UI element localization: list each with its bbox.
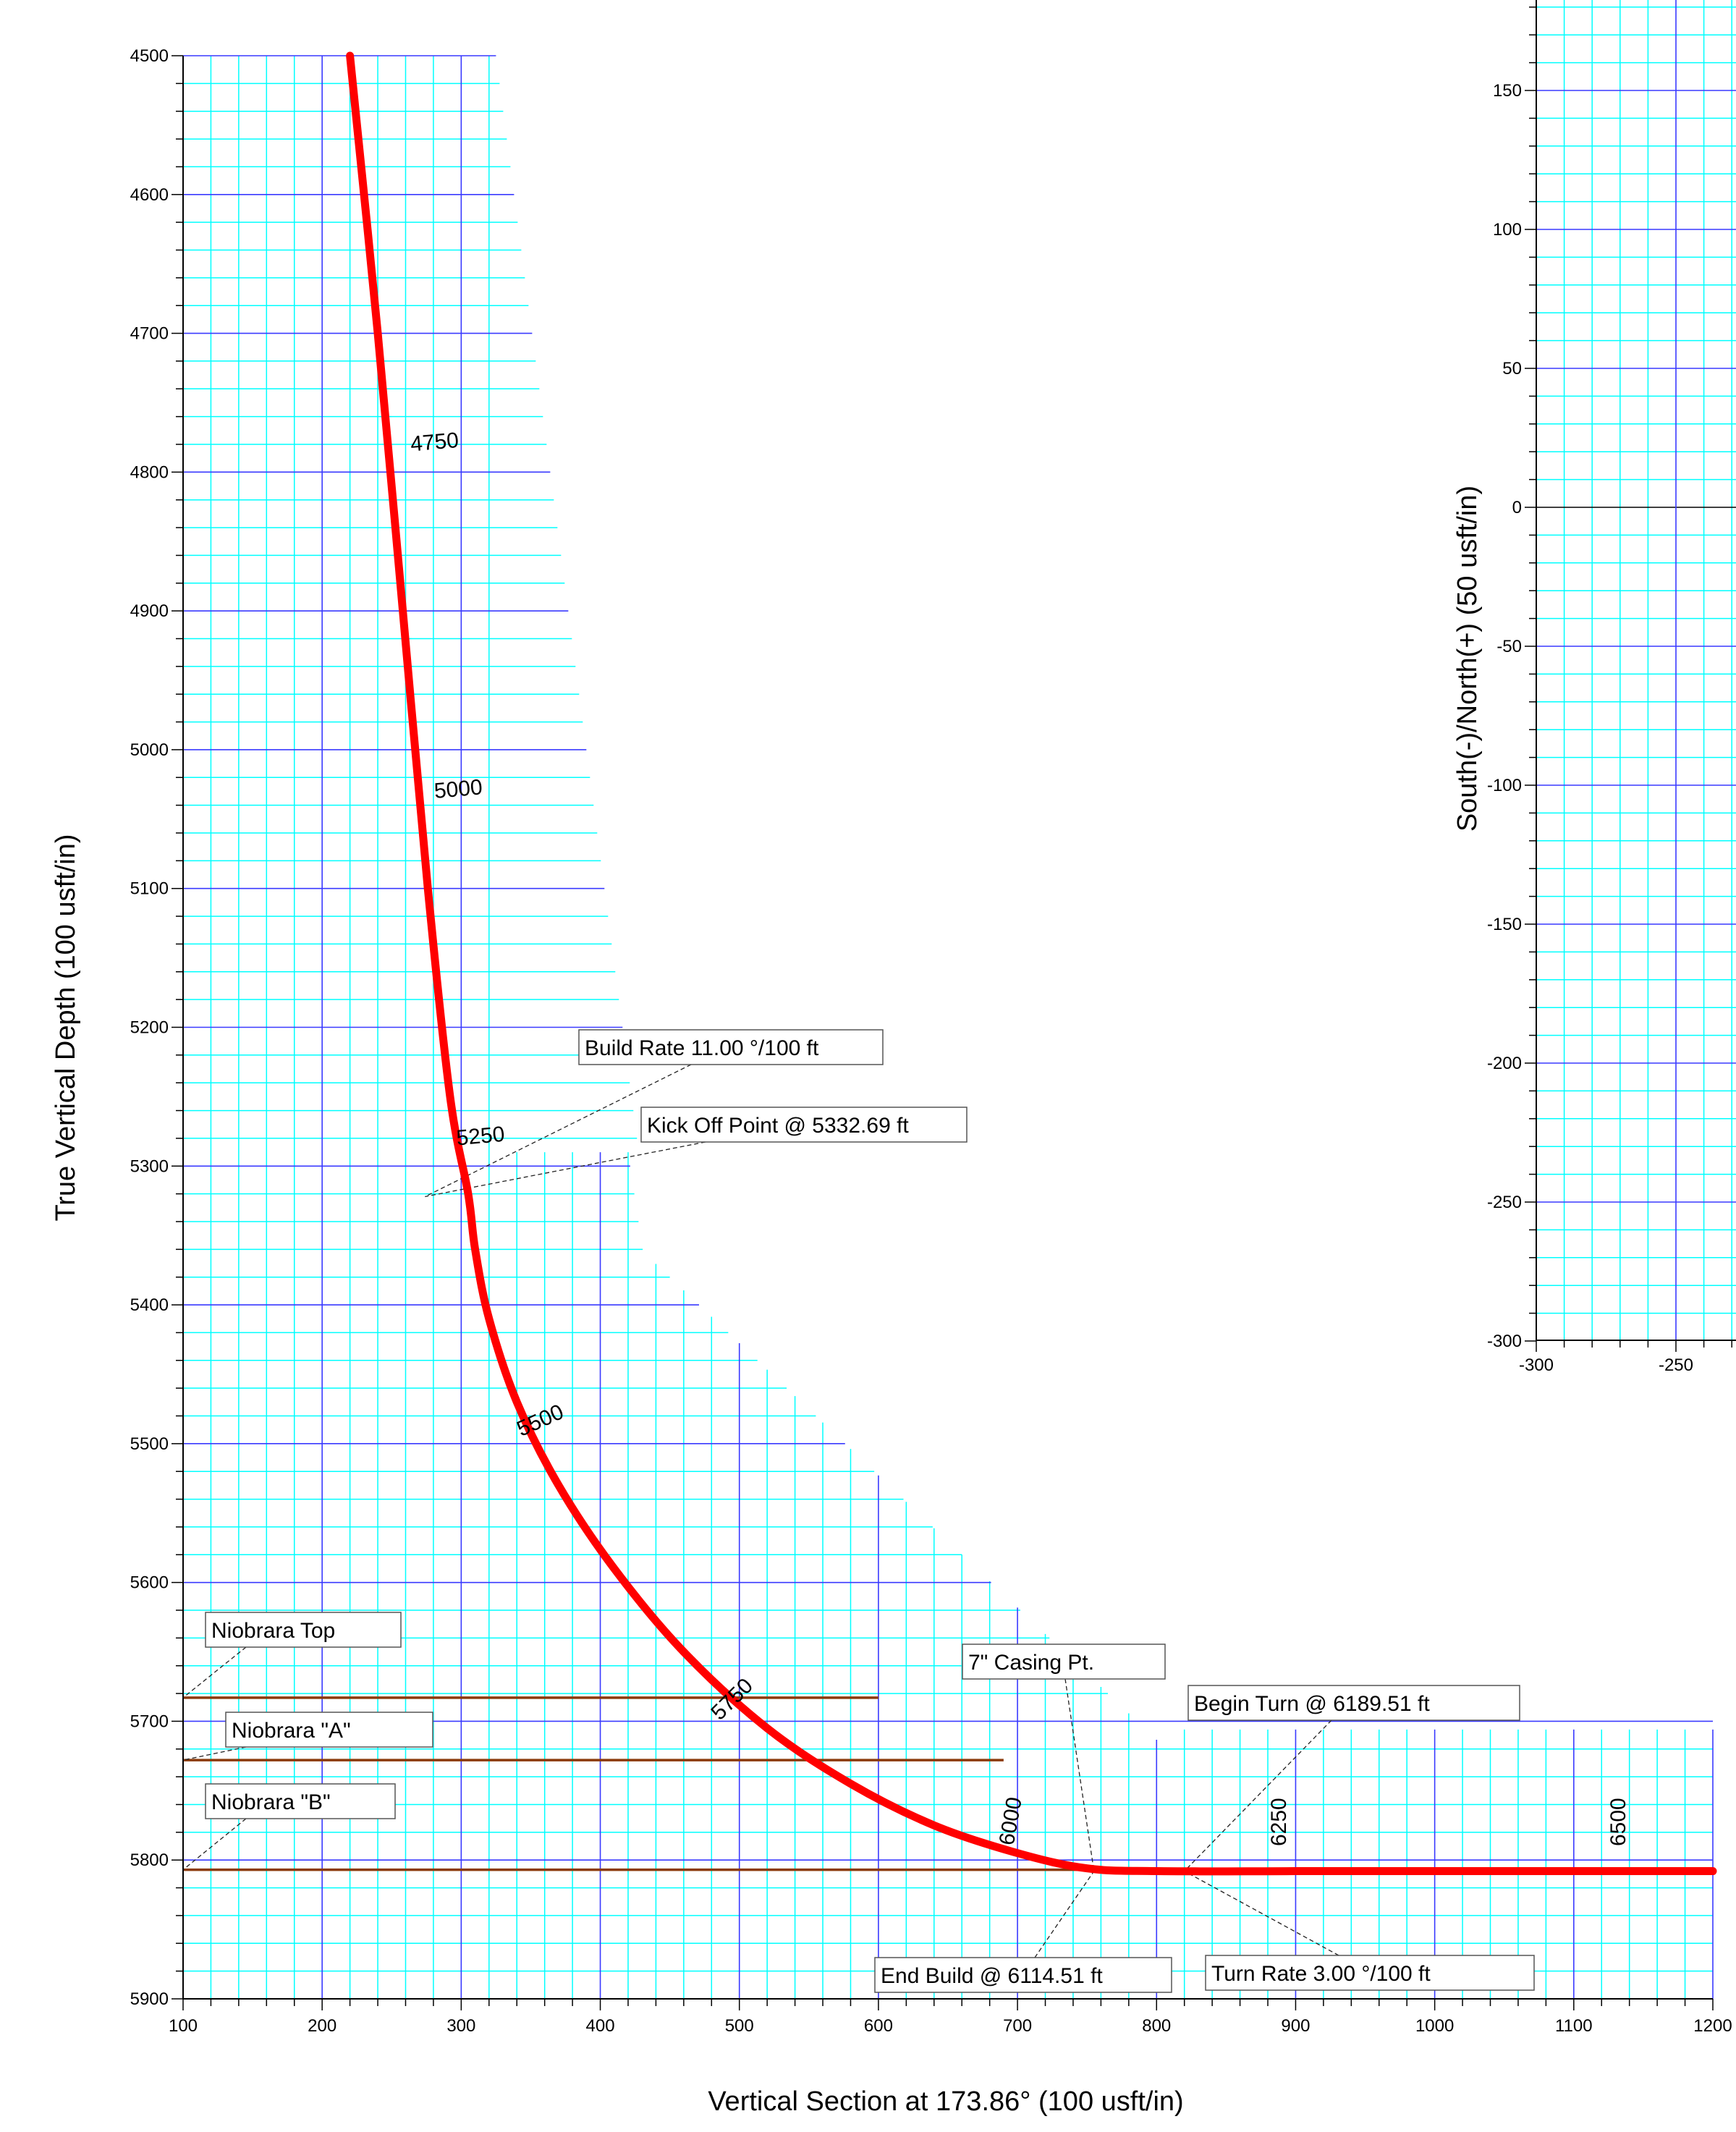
y-tick-label: 4600 xyxy=(130,185,169,205)
annotation-leader xyxy=(182,1646,247,1699)
inset-y-tick-label: 150 xyxy=(1493,81,1522,101)
inset-y-tick-label: -250 xyxy=(1487,1193,1522,1212)
annotation-leader xyxy=(1064,1678,1095,1871)
inset-y-tick-label: 100 xyxy=(1493,220,1522,240)
annotation-box xyxy=(640,1107,967,1143)
annotation-label: 7" Casing Pt. xyxy=(968,1651,1094,1675)
x-tick-label: 600 xyxy=(864,2016,893,2036)
y-tick-label: 5400 xyxy=(130,1295,169,1315)
inset-y-tick-label: 0 xyxy=(1512,498,1522,517)
x-tick-label: 900 xyxy=(1281,2016,1310,2036)
x-tick-label: 1100 xyxy=(1555,2016,1593,2036)
main-minor-grid xyxy=(183,56,1713,1999)
y-tick-label: 5300 xyxy=(130,1156,169,1176)
annotation-label: Turn Rate 3.00 °/100 ft xyxy=(1211,1962,1431,1986)
y-tick-label: 5700 xyxy=(130,1712,169,1731)
inset-y-tick-label: -50 xyxy=(1496,637,1522,656)
annotation-label: Niobrara "A" xyxy=(232,1719,351,1743)
inset-x-tick-label: -250 xyxy=(1659,1355,1693,1375)
annotation-leader xyxy=(1034,1871,1095,1958)
x-tick-label: 800 xyxy=(1142,2016,1171,2036)
x-tick-label: 300 xyxy=(446,2016,475,2036)
y-tick-label: 5600 xyxy=(130,1573,169,1593)
inset-chart: 150 100 50 0 -50 -100 -150 -200 -250 -300 -300 -250… xyxy=(1452,0,1736,1375)
annotation-label: End Build @ 6114.51 ft xyxy=(881,1964,1103,1988)
annotation-leader xyxy=(182,1818,247,1871)
inset-axes: 150 100 50 0 -50 -100 -150 -200 -250 -300 -300 -250 xyxy=(1487,0,1736,1375)
annotation-box xyxy=(225,1712,433,1748)
annotation-box xyxy=(578,1029,884,1065)
inset-y-tick-label: -300 xyxy=(1487,1332,1522,1351)
inset-y-tick-label: -100 xyxy=(1487,776,1522,795)
x-axis-title: Vertical Section at 173.86° (100 usft/in… xyxy=(708,2086,1183,2117)
annotation-box xyxy=(205,1783,396,1819)
annotation-label: Begin Turn @ 6189.51 ft xyxy=(1194,1692,1430,1716)
md-label: 6000 xyxy=(995,1795,1027,1847)
y-tick-label: 5800 xyxy=(130,1850,169,1870)
inset-x-tick-label: -300 xyxy=(1519,1355,1554,1375)
annotation-label: Kick Off Point @ 5332.69 ft xyxy=(647,1114,909,1138)
md-label: 4750 xyxy=(410,428,460,457)
y-tick-label: 5200 xyxy=(130,1018,169,1038)
inset-major-grid xyxy=(1536,0,1736,1340)
annotation-leader xyxy=(182,1746,247,1761)
annotation-label: Build Rate 11.00 °/100 ft xyxy=(585,1036,819,1060)
md-label: 6250 xyxy=(1267,1798,1291,1846)
annotation-box xyxy=(205,1612,402,1648)
y-tick-label: 4900 xyxy=(130,601,169,621)
annotation-leader xyxy=(1184,1870,1339,1956)
y-tick-label: 5100 xyxy=(130,879,169,899)
y-tick-label: 4500 xyxy=(130,46,169,66)
x-tick-label: 1200 xyxy=(1693,2016,1732,2036)
well-path-line xyxy=(346,51,1717,1876)
leader-lines xyxy=(182,1064,1339,1958)
annotation-leader xyxy=(1184,1719,1332,1872)
annotation-box xyxy=(1187,1685,1520,1721)
md-label: 6500 xyxy=(1606,1798,1630,1846)
y-tick-label: 5500 xyxy=(130,1434,169,1454)
y-axis-title: True Vertical Depth (100 usft/in) xyxy=(51,834,81,1221)
main-axes: 4500460047004800490050005100520053005400… xyxy=(130,46,1732,2036)
annotation-box xyxy=(1205,1955,1535,1991)
x-tick-label: 1000 xyxy=(1415,2016,1454,2036)
y-tick-label: 4700 xyxy=(130,324,169,344)
y-tick-label: 5900 xyxy=(130,1989,169,2009)
inset-y-tick-label: -150 xyxy=(1487,915,1522,934)
x-tick-label: 400 xyxy=(586,2016,615,2036)
y-tick-label: 5000 xyxy=(130,740,169,760)
main-chart: 4500460047004800490050005100520053005400… xyxy=(51,46,1732,2117)
inset-y-axis-title: South(-)/North(+) (50 usft/in) xyxy=(1452,486,1483,832)
x-tick-label: 100 xyxy=(169,2016,198,2036)
inset-y-tick-label: 50 xyxy=(1502,359,1522,378)
x-tick-label: 700 xyxy=(1003,2016,1032,2036)
x-tick-label: 200 xyxy=(308,2016,336,2036)
annotation-label: Niobrara Top xyxy=(211,1619,335,1643)
md-label: 5000 xyxy=(433,775,483,803)
annotations: Build Rate 11.00 °/100 ft Kick Off Point … xyxy=(205,1029,1535,1993)
annotation-label: Niobrara "B" xyxy=(211,1790,331,1814)
md-label: 5250 xyxy=(455,1122,505,1151)
annotation-box xyxy=(962,1644,1166,1680)
annotation-leader xyxy=(425,1141,706,1198)
main-major-grid xyxy=(183,55,1714,2000)
inset-minor-grid xyxy=(1536,0,1736,1340)
inset-y-tick-label: -200 xyxy=(1487,1054,1522,1073)
x-tick-label: 500 xyxy=(725,2016,754,2036)
annotation-box xyxy=(874,1957,1172,1993)
y-tick-label: 4800 xyxy=(130,462,169,482)
annotation-leader xyxy=(425,1064,692,1198)
